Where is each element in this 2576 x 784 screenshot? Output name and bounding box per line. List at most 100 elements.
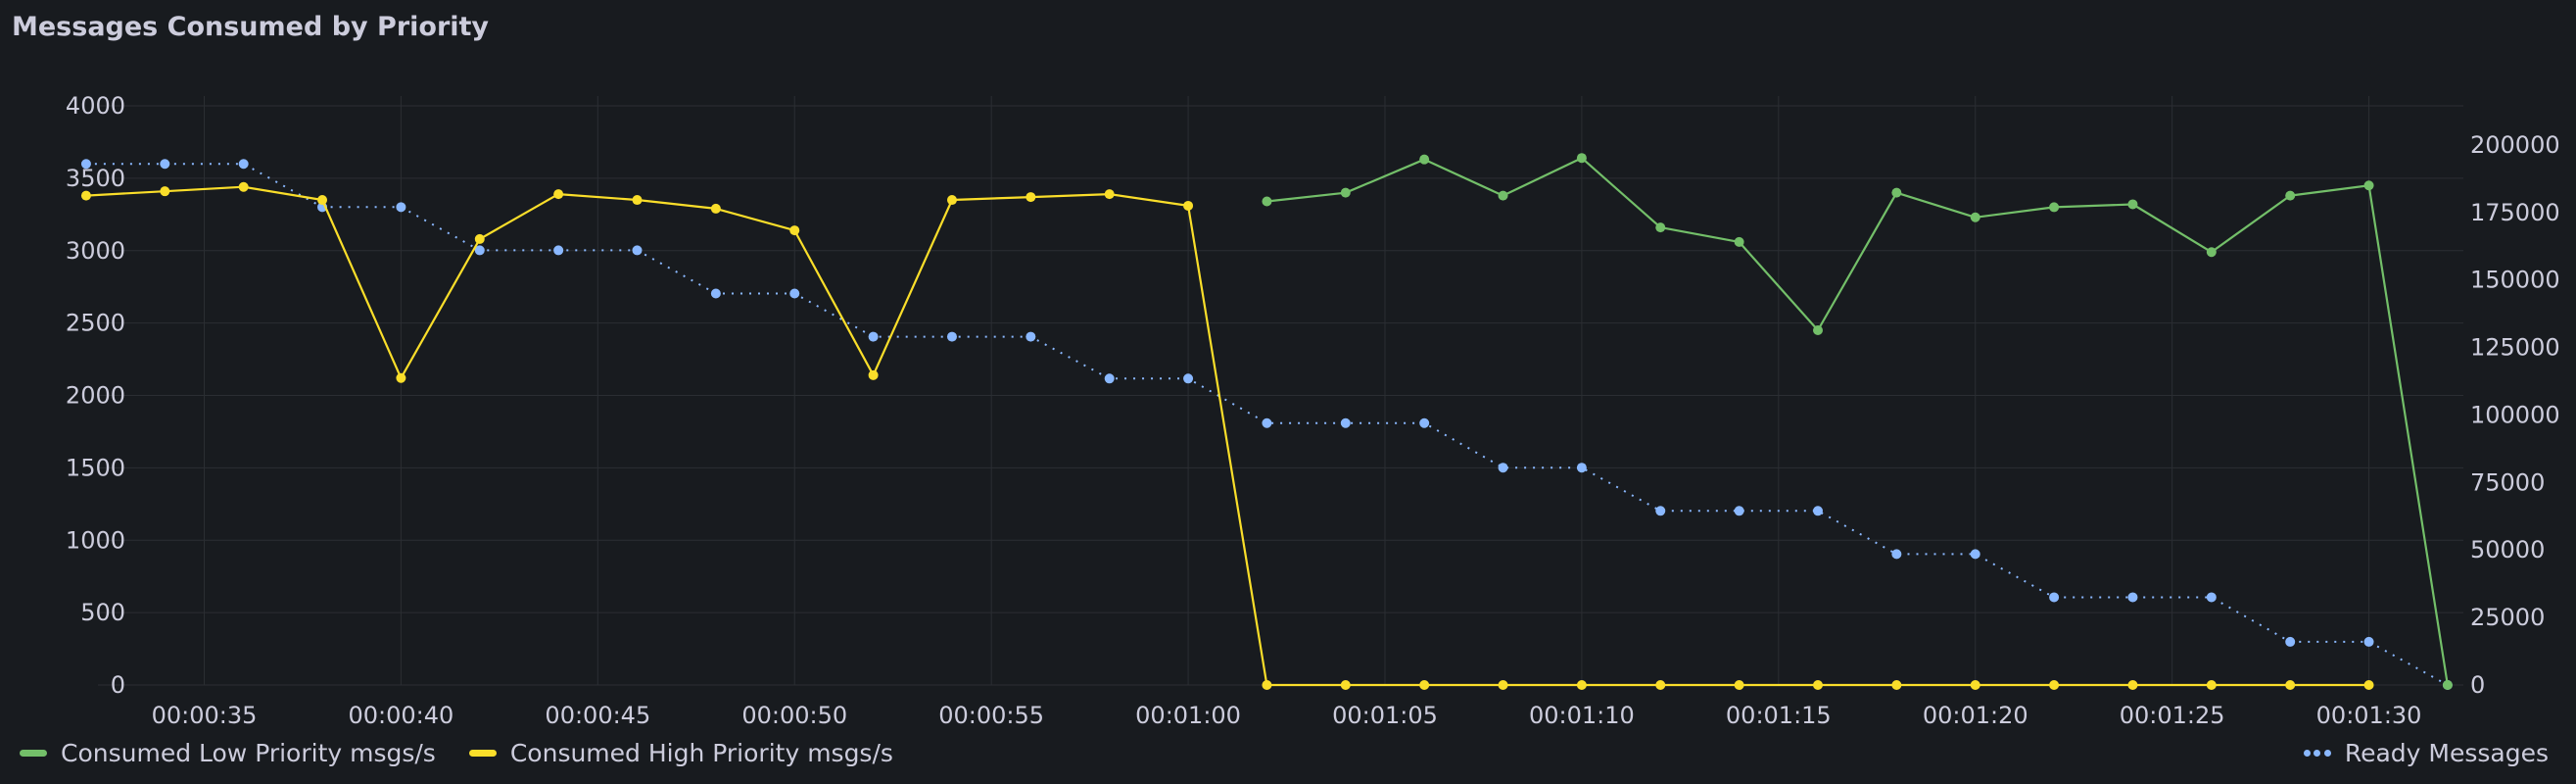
data-point-high [80,190,91,201]
data-point-high [396,372,406,383]
grid-lines [98,96,2463,686]
y-axis-left: 0 500 1000 1500 2000 2500 3000 3500 4000 [66,92,125,699]
x-tick-label: 00:01:15 [1726,702,1832,725]
data-point-low [2049,202,2060,213]
data-point-ready [2285,636,2296,647]
data-point-ready [474,245,485,256]
data-point-high [474,233,485,244]
data-point-ready [946,331,957,342]
y-tick-label-right: 25000 [2470,604,2545,631]
data-point-high [1655,680,1666,690]
x-tick-label: 00:00:55 [938,702,1044,725]
y-tick-label-left: 2000 [66,382,125,410]
y-tick-label-left: 4000 [66,92,125,120]
data-point-high [2049,680,2060,690]
data-point-low [1970,212,1980,222]
x-axis: 00:00:35 00:00:40 00:00:45 00:00:50 00:00:55… [152,702,2422,725]
y-tick-label-left: 1500 [66,454,125,481]
y-tick-label-left: 0 [111,671,125,699]
x-tick-label: 00:00:35 [152,702,258,725]
data-point-ready [2363,636,2374,647]
x-tick-label: 00:00:50 [741,702,847,725]
y-tick-label-right: 150000 [2470,267,2560,294]
data-point-low [1734,236,1744,247]
data-point-ready [1576,463,1587,473]
data-point-ready [1498,463,1508,473]
data-point-high [238,181,249,192]
line-chart: 0 500 1000 1500 2000 2500 3000 3500 4000 0 25000 5… [66,92,2560,725]
y-tick-label-right: 200000 [2470,131,2560,159]
data-point-ready [1891,549,1902,560]
data-point-ready [868,331,879,342]
data-point-high [160,186,170,197]
legend-item-low-priority[interactable]: Consumed Low Priority msgs/s [20,739,436,767]
data-point-high [1498,680,1508,690]
data-point-low [2206,247,2217,258]
data-point-ready [632,245,643,256]
legend-left: Consumed Low Priority msgs/s Consumed Hi… [20,739,927,767]
data-point-low [2442,680,2453,690]
data-point-ready [1262,417,1272,428]
legend-item-high-priority[interactable]: Consumed High Priority msgs/s [468,739,893,767]
series-layer [80,153,2453,690]
data-point-ready [1734,506,1744,516]
legend-item-ready-messages[interactable]: Ready Messages [2303,739,2549,767]
data-point-high [710,203,721,214]
data-point-high [1576,680,1587,690]
data-point-low [1419,154,1430,165]
legend-label-ready: Ready Messages [2344,739,2549,767]
data-point-low [2285,190,2296,201]
data-point-high [789,225,800,236]
data-point-high [1340,680,1351,690]
data-point-high [1026,192,1036,203]
panel-title: Messages Consumed by Priority [12,12,490,42]
data-point-ready [553,245,564,256]
legend-label-high: Consumed High Priority msgs/s [509,739,893,767]
data-point-ready [2127,592,2138,603]
data-point-low [1655,222,1666,233]
data-point-high [1812,680,1823,690]
data-point-low [1576,153,1587,164]
data-point-high [2127,680,2138,690]
data-point-high [868,369,879,380]
legend-right: Ready Messages [2303,739,2549,767]
data-point-low [1262,196,1272,207]
y-tick-label-right: 100000 [2470,401,2560,428]
data-point-low [1340,187,1351,198]
data-point-low [2127,199,2138,210]
y-tick-label-right: 125000 [2470,334,2560,362]
legend-swatch-low [20,750,47,757]
data-point-high [2206,680,2217,690]
data-point-high [1104,189,1115,200]
data-point-ready [1419,417,1430,428]
data-point-low [1891,187,1902,198]
x-tick-label: 00:01:00 [1135,702,1241,725]
x-tick-label: 00:01:05 [1332,702,1438,725]
data-point-high [632,195,643,206]
data-point-ready [1970,549,1980,560]
data-point-ready [789,288,800,299]
data-point-high [2363,680,2374,690]
y-tick-label-left: 3500 [66,165,125,192]
data-point-high [1891,680,1902,690]
x-tick-label: 00:01:10 [1529,702,1635,725]
x-tick-label: 00:00:40 [349,702,454,725]
legend-swatch-ready [2303,750,2331,757]
data-point-ready [1026,331,1036,342]
x-tick-label: 00:00:45 [545,702,650,725]
data-point-high [1183,200,1194,211]
y-tick-label-right: 175000 [2470,199,2560,226]
series-high [80,181,2374,690]
data-point-low [1812,325,1823,336]
y-tick-label-left: 1000 [66,526,125,554]
legend-label-low: Consumed Low Priority msgs/s [61,739,436,767]
data-point-high [1734,680,1744,690]
data-point-ready [2049,592,2060,603]
data-point-ready [2206,592,2217,603]
data-point-ready [238,159,249,170]
data-point-high [553,189,564,200]
data-point-ready [1183,373,1194,384]
data-point-low [1498,190,1508,201]
y-tick-label-left: 3000 [66,237,125,265]
